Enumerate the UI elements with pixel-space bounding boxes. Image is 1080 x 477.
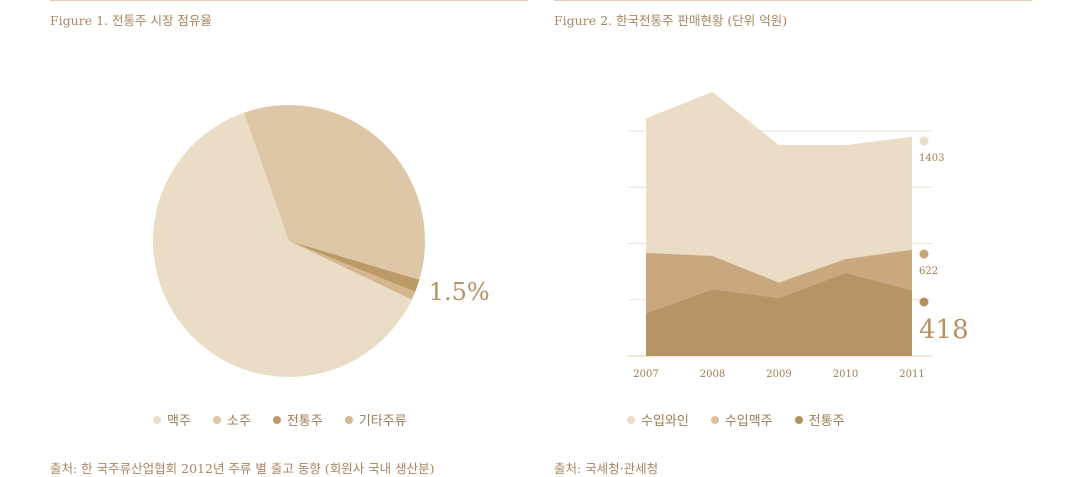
end-marker xyxy=(919,297,929,307)
pie-annotation: 1.5% xyxy=(429,278,490,306)
area-series xyxy=(646,273,912,356)
legend-item: 소주 xyxy=(212,410,251,429)
legend-dot xyxy=(710,415,719,424)
legend-item: 수입와인 xyxy=(627,410,689,429)
area-legend: 수입와인 수입맥주 전통주 xyxy=(627,410,845,429)
pie-slice xyxy=(289,241,416,300)
legend-item: 수입맥주 xyxy=(710,410,773,429)
x-tick-label: 2010 xyxy=(833,369,858,380)
area-chart: 2007 2008 2009 2010 2011 1403 622 418 xyxy=(628,91,969,380)
legend-dot xyxy=(627,415,635,424)
x-tick-label: 2008 xyxy=(700,369,725,380)
end-label: 1403 xyxy=(919,153,944,164)
legend-dot xyxy=(272,415,281,424)
legend-label: 전통주 xyxy=(286,414,323,429)
legend-item: 기타주류 xyxy=(344,410,407,429)
legend-label: 맥주 xyxy=(167,414,191,429)
left-panel: Figure 1. 전통주 시장 점유율 1.5% 맥주 소주 전통주 기타주류 출처… xyxy=(50,0,528,476)
x-tick-label: 2011 xyxy=(899,369,924,380)
x-tick-label: 2009 xyxy=(766,369,791,380)
pie-legend: 맥주 소주 전통주 기타주류 xyxy=(153,410,407,429)
pie-slice xyxy=(153,112,412,377)
legend-label: 기타주류 xyxy=(358,414,407,429)
legend-item: 맥주 xyxy=(153,410,191,429)
end-marker xyxy=(919,249,929,259)
x-tick-label: 2007 xyxy=(633,369,658,380)
legend-label: 수입와인 xyxy=(641,414,689,429)
figure-2-title: Figure 2. 한국전통주 판매현황 (단위 억원) xyxy=(554,13,788,28)
legend-label: 수입맥주 xyxy=(724,414,773,429)
end-label: 418 xyxy=(919,315,969,345)
legend-label: 전통주 xyxy=(808,414,845,429)
legend-item: 전통주 xyxy=(794,410,845,429)
legend-item: 전통주 xyxy=(272,410,323,429)
figure-1-source: 출처: 한 국주류산업협회 2012년 주류 별 출고 동향 (회원사 국내 생… xyxy=(50,461,435,476)
top-rule xyxy=(50,0,528,1)
figure-1-title: Figure 1. 전통주 시장 점유율 xyxy=(50,13,212,28)
end-marker xyxy=(919,136,929,146)
legend-dot xyxy=(212,415,221,424)
end-label: 622 xyxy=(919,266,938,277)
legend-dot xyxy=(794,415,803,424)
pie-slice xyxy=(243,105,426,280)
legend-dot xyxy=(344,415,353,424)
legend-label: 소주 xyxy=(226,414,251,429)
legend-dot xyxy=(153,415,161,424)
figure-2-source: 출처: 국세청·관세청 xyxy=(554,461,659,476)
top-rule xyxy=(554,0,1032,1)
right-panel: Figure 2. 한국전통주 판매현황 (단위 억원) 2007 2008 200… xyxy=(554,0,1032,476)
pie-chart: 1.5% xyxy=(153,105,490,377)
pie-slice xyxy=(289,241,420,292)
